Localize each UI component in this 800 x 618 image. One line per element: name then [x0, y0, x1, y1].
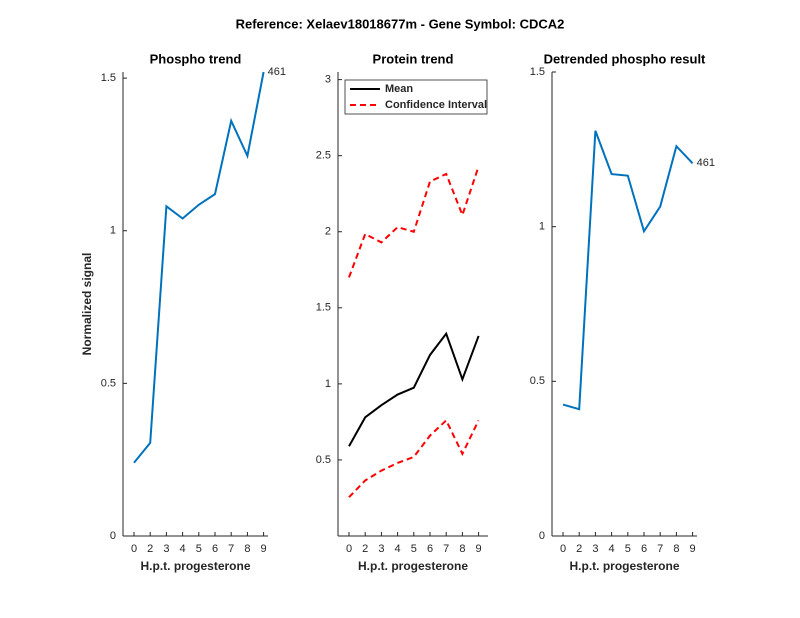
- x-tick-label: 0: [346, 543, 352, 555]
- y-tick-label: 1.5: [101, 72, 116, 84]
- x-tick-label: 7: [657, 543, 663, 555]
- legend-label: Mean: [385, 83, 413, 95]
- annotation: 461: [697, 157, 715, 169]
- x-tick-label: 4: [180, 543, 186, 555]
- x-tick-label: 3: [592, 543, 598, 555]
- x-tick-label: 3: [163, 543, 169, 555]
- x-tick-label: 4: [609, 543, 615, 555]
- y-tick-label: 2.5: [316, 150, 331, 162]
- y-tick-label: 1: [110, 225, 116, 237]
- x-tick-label: 9: [476, 543, 482, 555]
- x-tick-label: 2: [576, 543, 582, 555]
- x-tick-label: 0: [560, 543, 566, 555]
- subplot-title: Protein trend: [373, 51, 454, 66]
- y-tick-label: 1: [539, 221, 545, 233]
- data-line: [562, 130, 694, 411]
- x-tick-label: 9: [690, 543, 696, 555]
- annotation: 461: [268, 66, 286, 78]
- x-axis-label: H.p.t. progesterone: [140, 559, 250, 573]
- x-tick-label: 8: [459, 543, 465, 555]
- y-tick-label: 1.5: [530, 66, 545, 78]
- x-tick-label: 4: [395, 543, 401, 555]
- data-line: [133, 71, 265, 464]
- x-tick-label: 5: [411, 543, 417, 555]
- subplot-title: Phospho trend: [150, 51, 242, 66]
- x-tick-label: 7: [228, 543, 234, 555]
- y-tick-label: 3: [325, 74, 331, 86]
- x-tick-label: 8: [244, 543, 250, 555]
- figure-title: Reference: Xelaev18018677m - Gene Symbol…: [236, 16, 565, 31]
- y-tick-label: 0.5: [316, 454, 331, 466]
- x-tick-label: 8: [673, 543, 679, 555]
- x-axis-label: H.p.t. progesterone: [569, 559, 679, 573]
- y-tick-label: 1.5: [316, 302, 331, 314]
- y-tick-label: 1: [325, 378, 331, 390]
- y-tick-label: 0: [110, 530, 116, 542]
- x-tick-label: 2: [362, 543, 368, 555]
- y-tick-label: 0.5: [530, 375, 545, 387]
- legend-label: Confidence Interval: [385, 99, 487, 111]
- legend-box: [344, 79, 488, 115]
- x-tick-label: 6: [641, 543, 647, 555]
- y-tick-label: 2: [325, 226, 331, 238]
- x-tick-label: 5: [625, 543, 631, 555]
- x-axis-label: H.p.t. progesterone: [358, 559, 468, 573]
- x-tick-label: 6: [212, 543, 218, 555]
- x-tick-label: 7: [443, 543, 449, 555]
- x-tick-label: 6: [427, 543, 433, 555]
- data-line: [348, 331, 480, 447]
- x-tick-label: 0: [131, 543, 137, 555]
- data-line: [348, 166, 480, 278]
- data-line: [348, 418, 480, 498]
- x-tick-label: 3: [378, 543, 384, 555]
- y-tick-label: 0.5: [101, 377, 116, 389]
- x-tick-label: 9: [261, 543, 267, 555]
- x-tick-label: 5: [196, 543, 202, 555]
- y-tick-label: 0: [539, 530, 545, 542]
- x-tick-label: 2: [147, 543, 153, 555]
- y-axis-label: Normalized signal: [80, 253, 94, 356]
- subplot-title: Detrended phospho result: [544, 51, 706, 66]
